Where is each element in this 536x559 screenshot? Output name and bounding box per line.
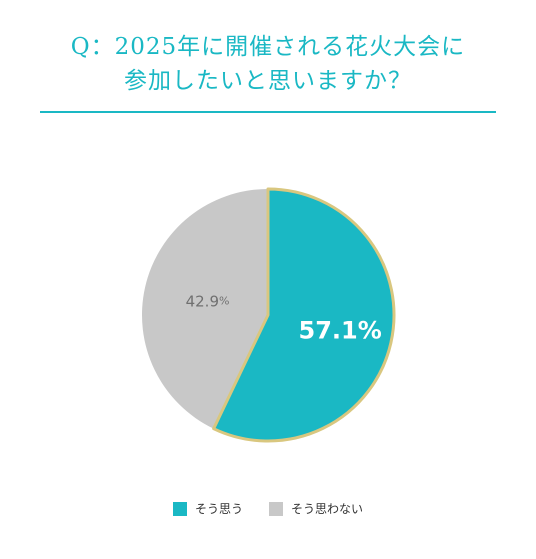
legend-label-disagree: そう思わない (291, 502, 364, 516)
data-label-0: 57.1% (299, 316, 382, 344)
legend-swatch-disagree (269, 501, 283, 516)
legend-label-agree: そう思う (194, 502, 243, 516)
legend-swatch-agree (172, 501, 187, 516)
legend-item-agree: そう思う (172, 500, 243, 517)
pie-slice-0 (213, 189, 394, 442)
pie-slice-0-outline (212, 187, 396, 443)
title-divider (40, 111, 496, 113)
legend: そう思う そう思わない (0, 500, 536, 517)
data-label-1: 42.9% (186, 292, 230, 310)
legend-item-disagree: そう思わない (269, 500, 363, 517)
chart-title: Q：2025年に開催される花火大会に 参加したいと思いますか？ (0, 30, 536, 98)
title-line-1: Q：2025年に開催される花火大会に (70, 34, 466, 60)
pie-slice-1 (141, 189, 268, 429)
title-line-2: 参加したいと思いますか？ (124, 68, 412, 94)
